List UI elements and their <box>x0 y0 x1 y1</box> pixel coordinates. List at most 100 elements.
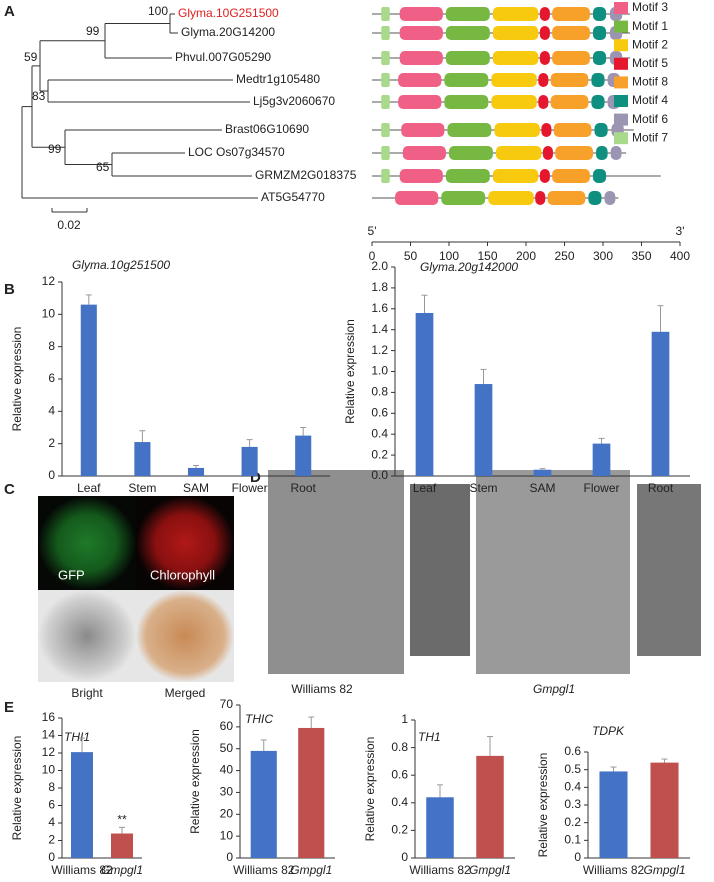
y-axis-label: Relative expression <box>536 753 550 858</box>
bar <box>295 435 312 476</box>
micrograph <box>38 590 136 682</box>
legend-label: Motif 5 <box>632 56 668 70</box>
legend-label: Motif 1 <box>632 19 668 33</box>
panel-label: B <box>4 281 15 298</box>
motif <box>539 26 550 40</box>
x-tick-label: Gmpgl1 <box>101 863 143 877</box>
motif <box>552 169 590 183</box>
bar <box>80 304 97 476</box>
panel-label: D <box>250 469 261 486</box>
bootstrap: 83 <box>32 89 46 103</box>
motif <box>552 26 590 40</box>
motif <box>592 51 607 65</box>
x-tick-label: 300 <box>593 249 613 263</box>
chart-title: Glyma.20g142000 <box>420 260 518 274</box>
motif <box>399 26 443 40</box>
y-tick-label: 1.6 <box>371 301 388 315</box>
x-tick-label: Leaf <box>77 481 101 495</box>
x-tick-label: 0 <box>369 249 376 263</box>
motif <box>444 95 489 109</box>
y-tick-label: 14 <box>42 728 56 742</box>
motif <box>594 123 608 137</box>
motif <box>550 95 589 109</box>
y-tick-label: 0.4 <box>564 780 581 794</box>
x-tick-label: Williams 82 <box>233 863 295 877</box>
legend-swatch <box>614 113 628 126</box>
y-tick-label: 12 <box>42 274 56 288</box>
bootstrap: 99 <box>48 142 62 156</box>
caption: Williams 82 <box>291 682 353 696</box>
y-tick-label: 8 <box>48 780 55 794</box>
x-tick-label: Gmpgl1 <box>290 863 332 877</box>
motif <box>445 26 490 40</box>
motif <box>399 7 443 21</box>
legend-label: Motif 2 <box>632 37 668 51</box>
bootstrap: 59 <box>24 50 38 64</box>
scale-bar-label: 0.02 <box>57 218 81 232</box>
motif <box>401 123 445 137</box>
motif <box>381 26 390 40</box>
y-tick-label: 6 <box>48 798 55 812</box>
micrograph <box>38 496 136 590</box>
y-tick-label: 0.4 <box>371 426 388 440</box>
motif <box>492 51 539 65</box>
x-tick-label: Root <box>291 481 317 495</box>
bar <box>592 443 611 476</box>
legend-swatch <box>614 39 628 52</box>
y-tick-label: 0.2 <box>371 447 388 461</box>
caption: Gmpgl1 <box>533 682 575 696</box>
motif <box>547 191 586 205</box>
five-prime: 5' <box>368 224 377 238</box>
y-tick-label: 4 <box>48 815 55 829</box>
motif <box>494 123 540 137</box>
panel-label: E <box>4 699 14 716</box>
y-tick-label: 0.1 <box>564 833 581 847</box>
motif <box>445 51 490 65</box>
y-tick-label: 1.2 <box>371 343 388 357</box>
legend-label: Motif 3 <box>632 0 668 14</box>
motif <box>395 191 439 205</box>
y-axis-label: Relative expression <box>10 327 24 432</box>
y-tick-label: 0 <box>574 850 581 864</box>
motif <box>447 123 492 137</box>
motif <box>492 7 539 21</box>
panel-label: A <box>4 3 15 20</box>
y-tick-label: 0 <box>48 468 55 482</box>
motif <box>604 191 616 205</box>
micrograph <box>476 470 630 674</box>
motif <box>491 73 537 87</box>
bar <box>111 833 133 858</box>
micrograph-inset <box>410 484 470 656</box>
y-tick-label: 70 <box>220 697 234 711</box>
bar <box>476 755 504 858</box>
y-axis-label: Relative expression <box>10 736 24 841</box>
bar <box>599 771 628 858</box>
motif <box>539 7 550 21</box>
leaf-label: GRMZM2G018375 <box>255 168 357 182</box>
motif <box>542 146 553 160</box>
motif <box>398 95 442 109</box>
y-tick-label: 1.8 <box>371 280 388 294</box>
motif <box>610 146 622 160</box>
motif <box>381 7 390 21</box>
x-tick-label: Stem <box>128 481 156 495</box>
bar <box>134 442 151 476</box>
micrograph-inset <box>637 484 701 656</box>
motif <box>553 123 592 137</box>
y-tick-label: 2.0 <box>371 259 388 273</box>
micrograph <box>136 590 234 682</box>
y-tick-label: 1 <box>401 712 408 726</box>
motif <box>445 169 490 183</box>
motif <box>445 7 490 21</box>
legend-swatch <box>614 76 628 89</box>
motif <box>444 73 489 87</box>
motif <box>488 191 534 205</box>
y-tick-label: 30 <box>220 785 234 799</box>
x-tick-label: Leaf <box>413 481 437 495</box>
y-tick-label: 0.4 <box>391 795 408 809</box>
y-tick-label: 0.5 <box>564 762 581 776</box>
motif <box>495 146 542 160</box>
y-tick-label: 0.3 <box>564 797 581 811</box>
y-tick-label: 0.8 <box>391 740 408 754</box>
motif <box>398 73 442 87</box>
